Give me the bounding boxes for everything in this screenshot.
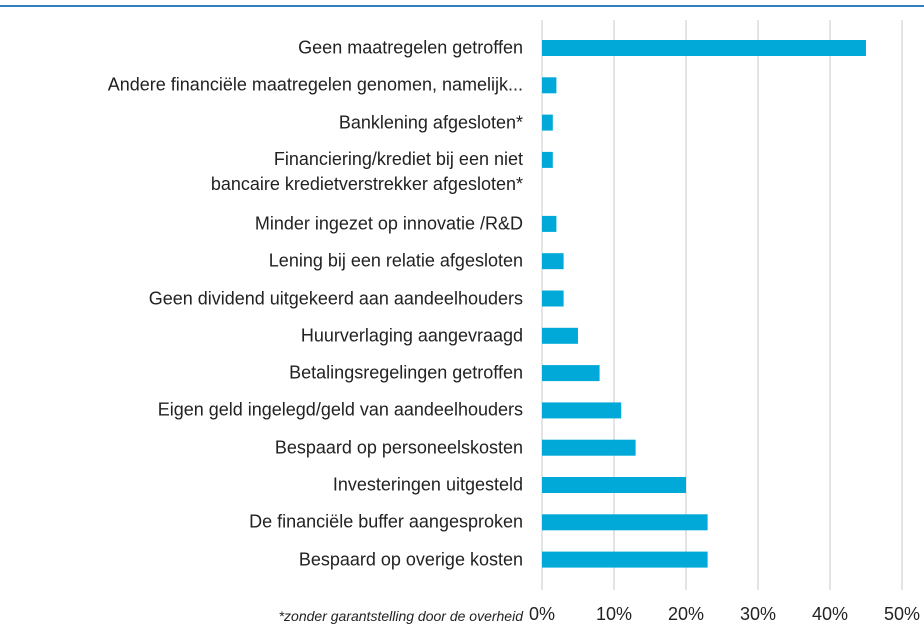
bar	[542, 253, 564, 270]
bar	[542, 215, 557, 232]
category-label: Investeringen uitgesteld	[332, 474, 523, 495]
bar	[542, 40, 866, 56]
category-label: Betalingsregelingen getroffen	[289, 362, 523, 383]
category-label: Geen maatregelen getroffen	[298, 37, 523, 58]
bar	[542, 151, 553, 168]
x-tick-label: 50%	[883, 604, 921, 624]
bar	[542, 114, 553, 131]
bar	[542, 327, 578, 344]
bar	[542, 77, 557, 94]
x-tick-label: 30%	[739, 604, 777, 624]
x-tick-label: 40%	[811, 604, 849, 624]
bar	[542, 439, 636, 456]
bar	[542, 402, 622, 419]
bar	[542, 477, 686, 493]
category-label: Bespaard op overige kosten	[298, 549, 523, 570]
bar	[542, 365, 600, 382]
footnote: *zonder garantstelling door de overheid	[278, 608, 523, 624]
bar	[542, 551, 708, 568]
category-label: Lening bij een relatie afgesloten	[268, 250, 523, 271]
category-label: Andere financiële maatregelen genomen, n…	[107, 74, 523, 95]
category-label: Bespaard op personeelskosten	[274, 437, 523, 458]
category-label: Geen dividend uitgekeerd aan aandeelhoud…	[148, 288, 523, 308]
category-label: Minder ingezet op innovatie /R&D	[254, 213, 523, 234]
category-label: Huurverlaging aangevraagd	[300, 325, 523, 346]
category-label: Financiering/krediet bij een niet bancai…	[210, 149, 523, 195]
x-tick-label: 20%	[667, 604, 705, 624]
category-label: Banklening afgesloten*	[338, 112, 523, 133]
category-label: Eigen geld ingelegd/geld van aandeelhoud…	[157, 399, 523, 420]
bar	[542, 514, 708, 531]
bar	[542, 290, 564, 307]
x-tick-label: 10%	[595, 604, 633, 624]
x-tick-label: 0%	[528, 604, 556, 624]
category-label: De financiële buffer aangesproken	[249, 511, 523, 532]
